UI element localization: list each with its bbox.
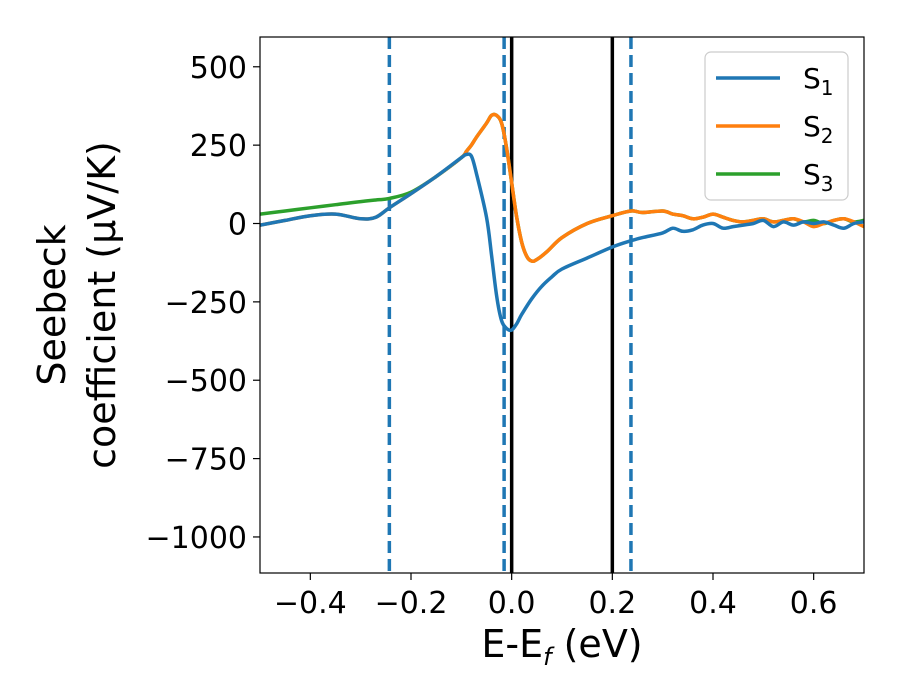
x-tick-label: 0.0 <box>488 586 536 621</box>
y-axis: 500 250 0 −250 −500 −750 −1000 <box>146 51 260 556</box>
legend-label-s1: S1 <box>803 62 834 100</box>
y-tick-label: 500 <box>190 51 247 86</box>
x-tick-label: 0.4 <box>689 586 737 621</box>
y-tick-label: −1000 <box>146 521 247 556</box>
series-group <box>260 112 864 333</box>
y-tick-label: 0 <box>228 208 247 243</box>
x-tick-label: −0.2 <box>375 586 448 621</box>
y-tick-label: −750 <box>165 443 247 478</box>
legend: S1 S2 S3 <box>704 51 849 201</box>
y-tick-label: −500 <box>165 364 247 399</box>
series-line-s1 <box>260 152 864 333</box>
x-tick-label: −0.4 <box>274 586 347 621</box>
x-axis-label-main: E-E <box>481 622 543 666</box>
reference-lines <box>387 37 633 573</box>
y-axis-label-line2: coefficient (μV/K) <box>80 141 124 469</box>
x-tick-label: 0.6 <box>790 586 838 621</box>
plot-frame <box>259 36 865 574</box>
y-axis-label: Seebeck coefficient (μV/K) <box>30 141 124 469</box>
y-tick-label: −250 <box>165 286 247 321</box>
x-axis-label: E-Ef (eV) <box>481 622 642 671</box>
legend-label-s3: S3 <box>803 158 834 196</box>
x-axis: −0.4 −0.2 0.0 0.2 0.4 0.6 <box>274 573 838 621</box>
x-axis-label-unit: (eV) <box>552 622 643 666</box>
legend-label-s2: S2 <box>803 110 834 148</box>
y-tick-label: 250 <box>190 129 247 164</box>
x-tick-label: 0.2 <box>588 586 636 621</box>
y-axis-label-line1: Seebeck <box>30 224 74 385</box>
